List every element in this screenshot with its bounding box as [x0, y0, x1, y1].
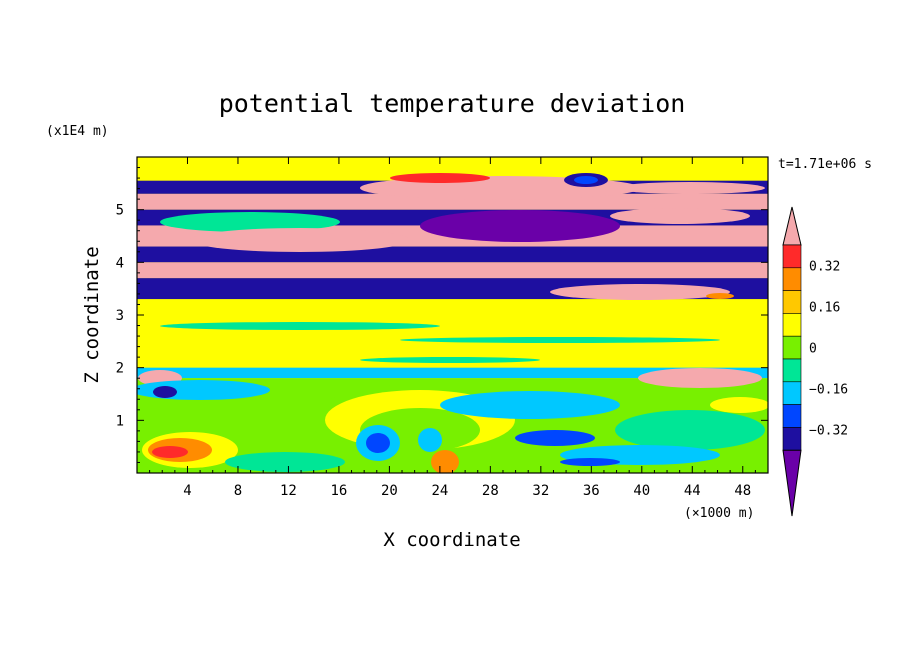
- colorbar-segment: [783, 382, 801, 405]
- y-tick-label: 4: [116, 255, 124, 271]
- plot-area: [130, 157, 770, 474]
- y-unit-label: (x1E4 m): [46, 124, 109, 139]
- x-tick-label: 32: [532, 483, 549, 499]
- time-label: t=1.71e+06 s: [778, 157, 872, 172]
- x-tick-label: 16: [330, 483, 347, 499]
- y-axis-label: Z coordinate: [81, 246, 103, 383]
- x-tick-label: 44: [684, 483, 701, 499]
- colorbar-segment: [783, 359, 801, 382]
- colorbar-top-arrow: [783, 207, 801, 245]
- x-unit-label: (×1000 m): [684, 506, 754, 521]
- colorbar-tick-label: −0.32: [809, 424, 848, 439]
- y-tick-label: 5: [116, 203, 124, 219]
- colorbar-bottom-arrow: [783, 450, 801, 516]
- y-tick-label: 3: [116, 308, 124, 324]
- colorbar-tick-label: −0.16: [809, 383, 848, 398]
- x-tick-label: 20: [381, 483, 398, 499]
- colorbar-segment: [783, 245, 801, 268]
- x-tick-label: 36: [583, 483, 600, 499]
- y-tick-label: 2: [116, 361, 124, 377]
- colorbar-tick-label: 0.32: [809, 260, 840, 275]
- field-band-6: [137, 262, 768, 278]
- colorbar-segment: [783, 336, 801, 359]
- x-axis-label: X coordinate: [383, 529, 520, 551]
- colorbar-segment: [783, 268, 801, 291]
- x-tick-label: 28: [482, 483, 499, 499]
- x-tick-label: 24: [431, 483, 448, 499]
- x-tick-label: 12: [280, 483, 297, 499]
- x-tick-label: 4: [183, 483, 191, 499]
- colorbar-segment: [783, 313, 801, 336]
- x-tick-label: 8: [234, 483, 242, 499]
- colorbar-tick-label: 0.16: [809, 301, 840, 316]
- colorbar-segment: [783, 291, 801, 314]
- colorbar-tick-label: 0: [809, 342, 817, 357]
- y-tick-label: 1: [116, 413, 124, 429]
- x-tick-label: 48: [734, 483, 751, 499]
- x-tick-label: 40: [633, 483, 650, 499]
- colorbar-segment: [783, 405, 801, 428]
- colorbar-labels: 0.32 0.16 0 −0.16 −0.32: [809, 260, 848, 439]
- chart-title: potential temperature deviation: [219, 89, 686, 118]
- colorbar: [783, 207, 801, 516]
- colorbar-segment: [783, 427, 801, 450]
